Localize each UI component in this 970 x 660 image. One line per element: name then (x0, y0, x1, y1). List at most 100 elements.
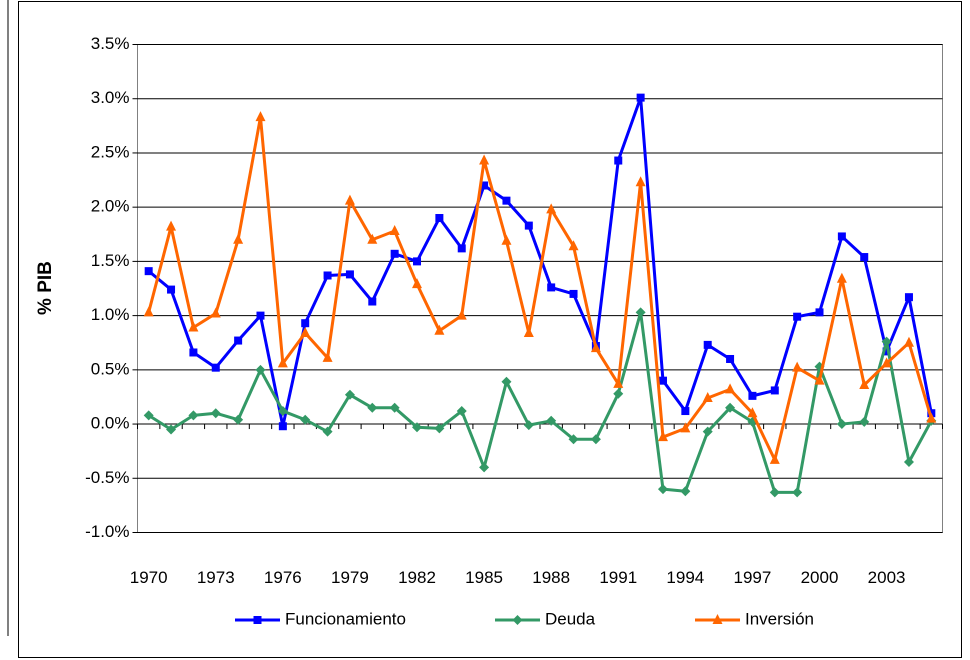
marker (769, 487, 780, 498)
marker (546, 203, 557, 214)
marker (456, 309, 467, 320)
x-tick-label: 1985 (465, 568, 503, 587)
marker (712, 614, 723, 624)
marker (703, 340, 712, 349)
x-tick-label: 1982 (398, 568, 436, 587)
marker (188, 321, 199, 332)
marker (277, 406, 288, 417)
x-tick-label: 1988 (532, 568, 570, 587)
marker (502, 196, 511, 205)
marker (256, 311, 265, 320)
marker (435, 214, 444, 223)
marker (143, 306, 154, 317)
x-tick-label: 1994 (666, 568, 704, 587)
marker (389, 225, 400, 236)
marker (523, 420, 534, 431)
marker (344, 389, 355, 400)
marker (255, 364, 266, 375)
marker (680, 422, 691, 433)
marker (367, 402, 378, 413)
marker (501, 376, 512, 387)
marker (300, 414, 311, 425)
marker (344, 194, 355, 205)
marker (167, 285, 176, 294)
marker (188, 410, 199, 421)
marker (210, 307, 221, 318)
marker (233, 414, 244, 425)
marker (726, 354, 735, 363)
x-tick-label: 1970 (130, 568, 168, 587)
marker (882, 347, 891, 356)
marker (300, 326, 311, 337)
marker (367, 233, 378, 244)
marker (413, 257, 422, 266)
marker (748, 391, 757, 400)
marker (770, 386, 779, 395)
marker (568, 240, 579, 251)
x-tick-label: 1991 (599, 568, 637, 587)
marker (233, 233, 244, 244)
x-tick-label: 1976 (264, 568, 302, 587)
marker (613, 377, 624, 388)
marker (323, 271, 332, 280)
legend-label: Deuda (545, 609, 596, 628)
marker (144, 267, 153, 276)
marker (412, 422, 423, 433)
x-tick-label: 2000 (801, 568, 839, 587)
marker (814, 374, 825, 385)
marker (480, 181, 489, 190)
marker (412, 278, 423, 289)
marker (524, 221, 533, 230)
marker (769, 453, 780, 464)
marker (479, 462, 490, 473)
y-tick-label: 2.5% (91, 142, 130, 161)
marker (301, 319, 310, 328)
marker (255, 111, 266, 122)
plot-area (137, 44, 943, 533)
marker (837, 232, 846, 241)
y-tick-label: 2.0% (91, 197, 130, 216)
marker (434, 423, 445, 434)
marker (390, 249, 399, 258)
marker (903, 457, 914, 468)
marker (614, 156, 623, 165)
marker (658, 376, 667, 385)
y-tick-label: 0.0% (91, 414, 130, 433)
marker (881, 336, 892, 347)
x-tick-label: 1979 (331, 568, 369, 587)
marker (725, 402, 736, 413)
marker (836, 272, 847, 283)
marker (277, 357, 288, 368)
x-tick-label: 1973 (197, 568, 235, 587)
marker (860, 253, 869, 262)
marker (479, 154, 490, 165)
marker (926, 412, 937, 423)
marker (657, 484, 668, 495)
marker (210, 408, 221, 419)
marker (859, 416, 870, 427)
marker (725, 383, 736, 394)
y-tick-label: 1.5% (91, 251, 130, 270)
series-line (147, 310, 933, 494)
marker (457, 244, 466, 253)
marker (904, 293, 913, 302)
y-tick-label: 3.5% (91, 34, 130, 53)
marker (635, 307, 646, 318)
y-tick-label: 1.0% (91, 305, 130, 324)
y-tick-label: -0.5% (85, 468, 129, 487)
marker (546, 415, 557, 426)
marker (143, 410, 154, 421)
marker (590, 342, 601, 353)
marker (680, 486, 691, 497)
marker (345, 270, 354, 279)
marker (881, 357, 892, 368)
marker (681, 407, 690, 416)
marker (389, 402, 400, 413)
marker (547, 283, 556, 292)
marker (613, 388, 624, 399)
marker (322, 426, 333, 437)
marker (903, 336, 914, 347)
marker (657, 431, 668, 442)
marker (702, 426, 713, 437)
